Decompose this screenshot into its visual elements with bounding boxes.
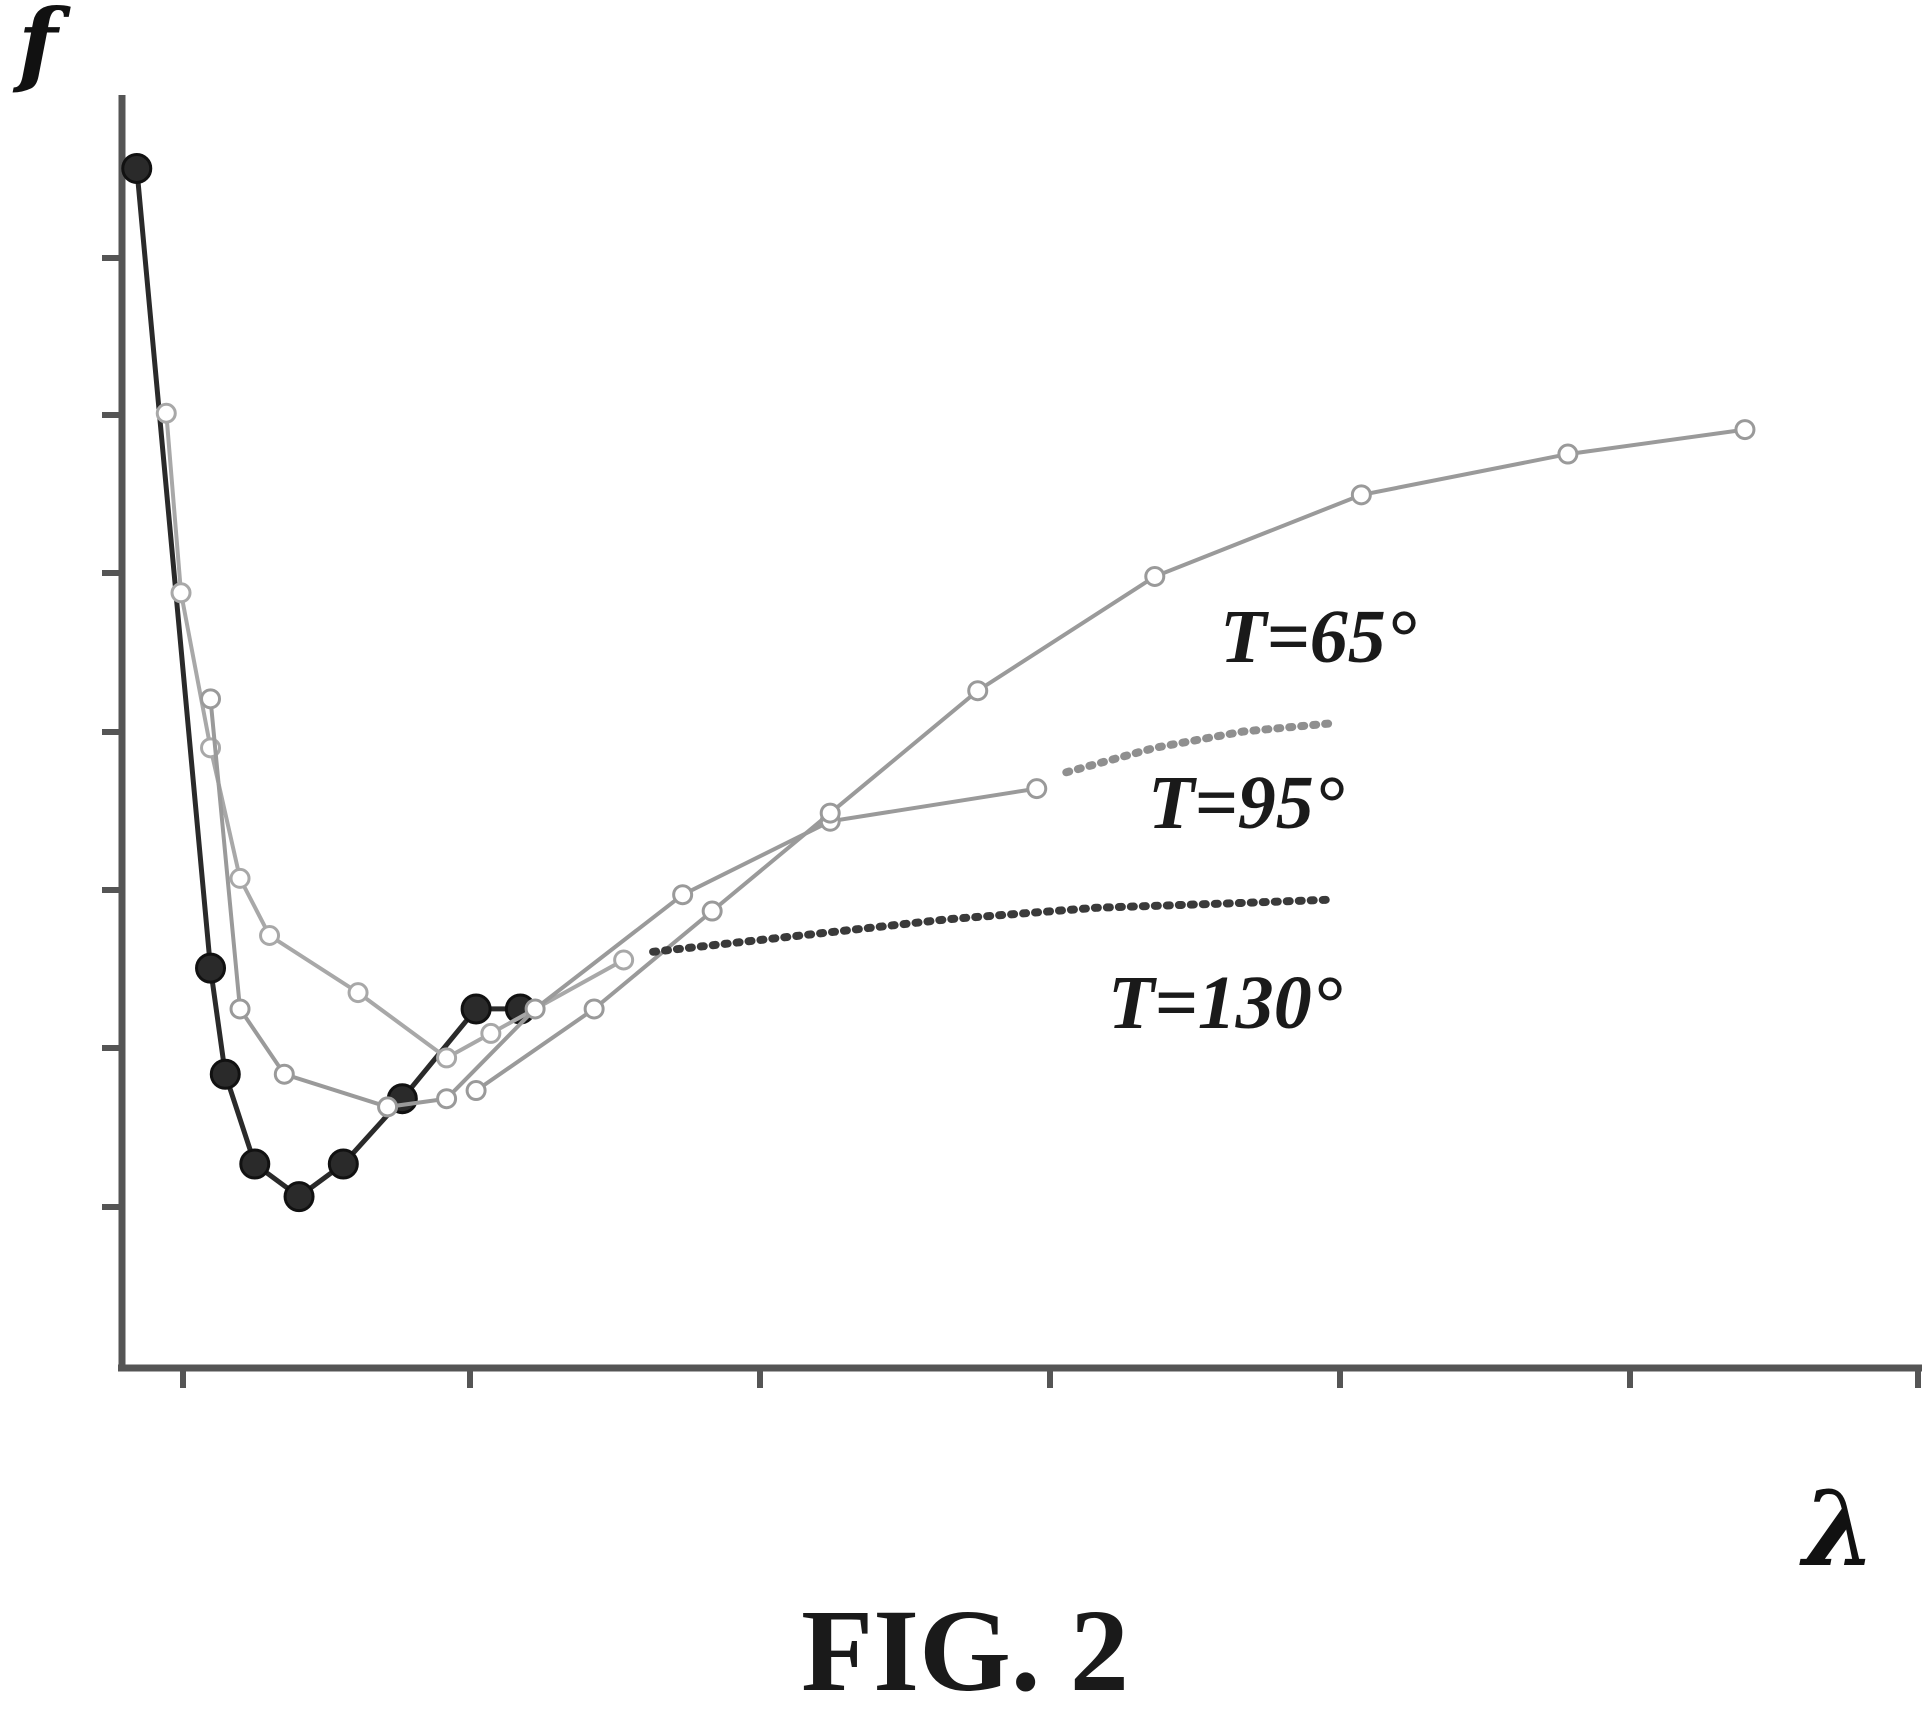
- data-point: [239, 1148, 271, 1180]
- data-point: [1557, 443, 1579, 465]
- data-point: [1144, 565, 1166, 587]
- data-point: [819, 802, 841, 824]
- series-3: [465, 419, 1756, 1102]
- data-series: [121, 152, 1756, 1213]
- x-axis-label: λ: [1799, 1467, 1876, 1590]
- y-axis-label: f: [12, 0, 71, 97]
- label-t130: T=130°: [1108, 961, 1342, 1045]
- series-line: [1062, 719, 1336, 777]
- data-point: [229, 998, 251, 1020]
- data-point: [195, 952, 227, 984]
- data-point: [1350, 484, 1372, 506]
- data-point: [583, 998, 605, 1020]
- data-point: [967, 680, 989, 702]
- series-line: [208, 698, 1038, 1109]
- data-point: [436, 1088, 458, 1110]
- label-t65: T=65°: [1220, 595, 1416, 679]
- data-point: [327, 1148, 359, 1180]
- data-point: [155, 402, 177, 424]
- data-point: [170, 582, 192, 604]
- data-point: [524, 998, 546, 1020]
- data-point: [347, 982, 369, 1004]
- axes: [118, 95, 1922, 1372]
- series-line: [134, 168, 521, 1200]
- data-point: [121, 152, 153, 184]
- data-point: [283, 1181, 315, 1213]
- data-point: [273, 1063, 295, 1085]
- data-point: [200, 688, 222, 710]
- data-point: [229, 867, 251, 889]
- data-point: [672, 884, 694, 906]
- axis-ticks: [102, 255, 1921, 1388]
- figure-caption: FIG. 2: [801, 1585, 1129, 1709]
- label-t95: T=95°: [1148, 761, 1344, 845]
- data-point: [436, 1047, 458, 1069]
- data-point: [1026, 778, 1048, 800]
- series-line: [649, 895, 1336, 956]
- series-4: [1062, 719, 1336, 777]
- data-point: [613, 949, 635, 971]
- data-point: [209, 1058, 241, 1090]
- data-point: [1734, 419, 1756, 441]
- series-5: [649, 895, 1336, 956]
- data-point: [465, 1080, 487, 1102]
- data-point: [259, 925, 281, 947]
- data-point: [480, 1022, 502, 1044]
- series-0: [121, 152, 536, 1213]
- data-point: [377, 1096, 399, 1118]
- data-point: [701, 900, 723, 922]
- series-2: [200, 688, 1048, 1118]
- series-1: [155, 402, 635, 1069]
- data-point: [460, 993, 492, 1025]
